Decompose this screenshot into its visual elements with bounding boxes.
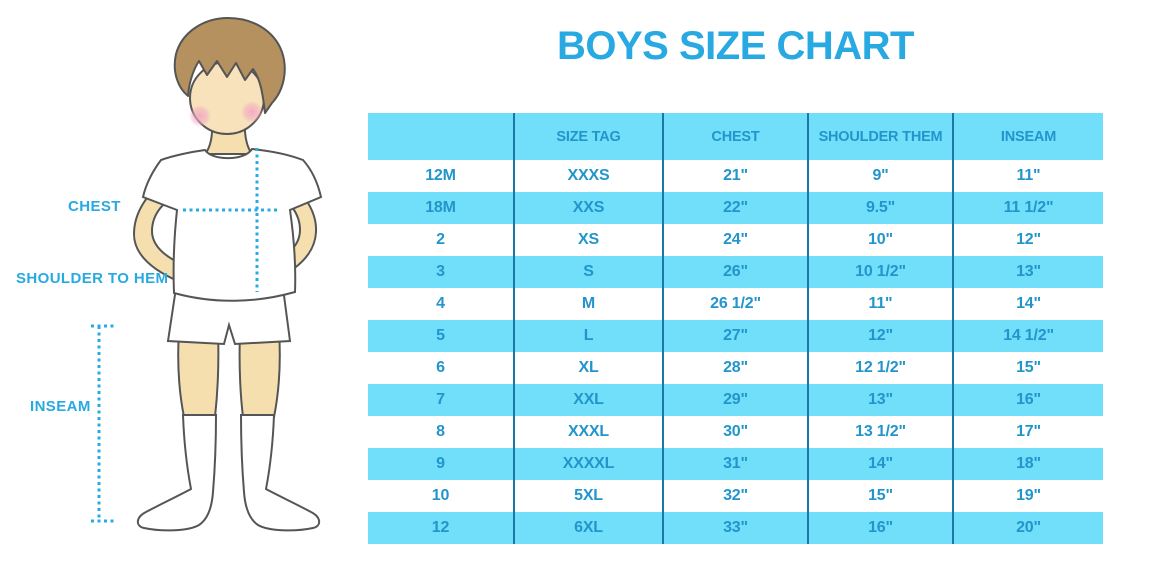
- cell-inseam: 20": [952, 512, 1103, 544]
- cell-inseam: 14": [952, 288, 1103, 320]
- cell-shoulder: 15": [807, 480, 953, 512]
- cell-chest: 26 1/2": [662, 288, 808, 320]
- cell-size: 3: [368, 256, 514, 288]
- cell-chest: 26": [662, 256, 808, 288]
- boy-left-sock: [136, 414, 218, 532]
- boy-illustration: [91, 17, 323, 532]
- table-row: 10 5XL 32" 15" 19": [368, 480, 1103, 512]
- cell-tag: XL: [513, 352, 663, 384]
- size-table: SIZE TAG CHEST SHOULDER THEM INSEAM 12M …: [368, 113, 1103, 544]
- cell-tag: XXXS: [513, 160, 663, 192]
- cell-tag: M: [513, 288, 663, 320]
- table-row: 18M XXS 22" 9.5" 11 1/2": [368, 192, 1103, 224]
- cell-inseam: 15": [952, 352, 1103, 384]
- cell-shoulder: 9": [807, 160, 953, 192]
- cell-shoulder: 12 1/2": [807, 352, 953, 384]
- cell-chest: 22": [662, 192, 808, 224]
- cell-shoulder: 9.5": [807, 192, 953, 224]
- boy-shorts: [166, 287, 292, 346]
- boy-left-cheek: [189, 105, 211, 127]
- boy-figure: CHEST SHOULDER TO HEM INSEAM: [0, 0, 360, 580]
- cell-chest: 32": [662, 480, 808, 512]
- cell-chest: 31": [662, 448, 808, 480]
- header-cell-inseam: INSEAM: [952, 113, 1103, 160]
- table-row: 12M XXXS 21" 9" 11": [368, 160, 1103, 192]
- header-row: SIZE TAG CHEST SHOULDER THEM INSEAM: [368, 113, 1103, 160]
- header-cell-shoulder: SHOULDER THEM: [807, 113, 953, 160]
- inseam-label: INSEAM: [30, 398, 91, 415]
- cell-size: 18M: [368, 192, 514, 224]
- header-cell-chest: CHEST: [662, 113, 808, 160]
- cell-size: 12M: [368, 160, 514, 192]
- cell-size: 10: [368, 480, 514, 512]
- page-title: BOYS SIZE CHART: [557, 24, 914, 68]
- header-cell-size-tag: SIZE TAG: [513, 113, 663, 160]
- cell-shoulder: 16": [807, 512, 953, 544]
- cell-tag: XXL: [513, 384, 663, 416]
- cell-shoulder: 10 1/2": [807, 256, 953, 288]
- cell-chest: 30": [662, 416, 808, 448]
- cell-chest: 28": [662, 352, 808, 384]
- cell-chest: 21": [662, 160, 808, 192]
- cell-inseam: 18": [952, 448, 1103, 480]
- cell-size: 8: [368, 416, 514, 448]
- table-row: 7 XXL 29" 13" 16": [368, 384, 1103, 416]
- cell-shoulder: 13 1/2": [807, 416, 953, 448]
- cell-tag: XXS: [513, 192, 663, 224]
- chest-label: CHEST: [68, 198, 121, 215]
- cell-shoulder: 13": [807, 384, 953, 416]
- cell-shoulder: 14": [807, 448, 953, 480]
- cell-tag: S: [513, 256, 663, 288]
- cell-chest: 27": [662, 320, 808, 352]
- cell-size: 6: [368, 352, 514, 384]
- cell-size: 4: [368, 288, 514, 320]
- cell-inseam: 17": [952, 416, 1103, 448]
- cell-size: 2: [368, 224, 514, 256]
- cell-shoulder: 10": [807, 224, 953, 256]
- cell-inseam: 19": [952, 480, 1103, 512]
- cell-tag: L: [513, 320, 663, 352]
- cell-tag: XXXXL: [513, 448, 663, 480]
- size-table-container: SIZE TAG CHEST SHOULDER THEM INSEAM 12M …: [368, 113, 1103, 544]
- inseam-measure-line: [91, 324, 114, 523]
- cell-chest: 29": [662, 384, 808, 416]
- cell-inseam: 13": [952, 256, 1103, 288]
- header-cell-size: [368, 113, 514, 160]
- cell-tag: XS: [513, 224, 663, 256]
- table-row: 6 XL 28" 12 1/2" 15": [368, 352, 1103, 384]
- cell-size: 12: [368, 512, 514, 544]
- cell-inseam: 14 1/2": [952, 320, 1103, 352]
- boy-hair: [173, 17, 286, 114]
- table-row: 12 6XL 33" 16" 20": [368, 512, 1103, 544]
- cell-tag: XXXL: [513, 416, 663, 448]
- cell-shoulder: 12": [807, 320, 953, 352]
- shoulder-to-hem-label: SHOULDER TO HEM: [16, 270, 169, 287]
- cell-size: 9: [368, 448, 514, 480]
- table-row: 5 L 27" 12" 14 1/2": [368, 320, 1103, 352]
- table-row: 3 S 26" 10 1/2" 13": [368, 256, 1103, 288]
- cell-size: 5: [368, 320, 514, 352]
- table-row: 8 XXXL 30" 13 1/2" 17": [368, 416, 1103, 448]
- table-row: 2 XS 24" 10" 12": [368, 224, 1103, 256]
- cell-chest: 24": [662, 224, 808, 256]
- cell-shoulder: 11": [807, 288, 953, 320]
- cell-size: 7: [368, 384, 514, 416]
- table-row: 9 XXXXL 31" 14" 18": [368, 448, 1103, 480]
- boy-shirt: [141, 147, 323, 302]
- cell-inseam: 11 1/2": [952, 192, 1103, 224]
- boy-right-cheek: [241, 101, 263, 123]
- boy-right-sock: [239, 414, 321, 532]
- cell-inseam: 16": [952, 384, 1103, 416]
- cell-inseam: 12": [952, 224, 1103, 256]
- cell-tag: 6XL: [513, 512, 663, 544]
- cell-tag: 5XL: [513, 480, 663, 512]
- cell-chest: 33": [662, 512, 808, 544]
- cell-inseam: 11": [952, 160, 1103, 192]
- table-row: 4 M 26 1/2" 11" 14": [368, 288, 1103, 320]
